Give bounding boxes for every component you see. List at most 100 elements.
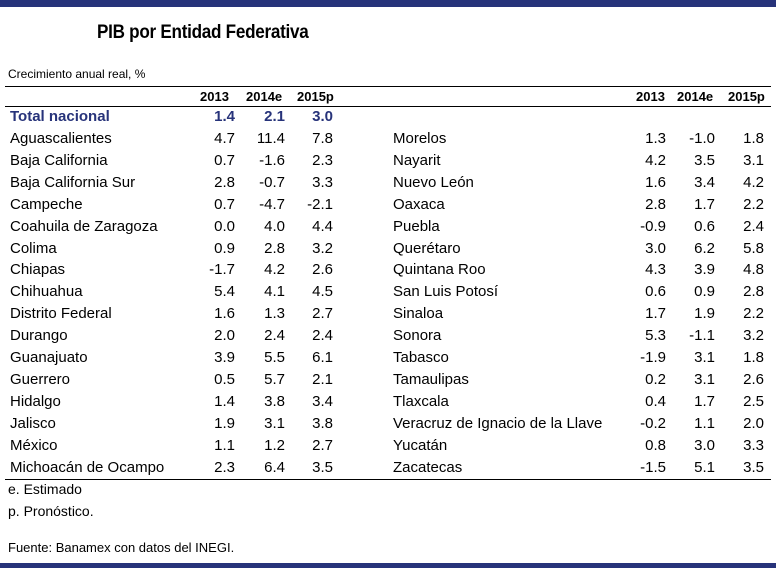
value-2013: 0.2 — [645, 370, 666, 388]
header-top-line — [5, 86, 771, 87]
value-2014e: -1.0 — [689, 130, 715, 147]
header-2013-right: 2013 — [636, 89, 665, 104]
value-2015p: 3.1 — [743, 151, 764, 169]
state-name: Baja California — [10, 151, 108, 169]
value-2014e: 3.0 — [694, 436, 715, 454]
value-2015p: 3.3 — [743, 436, 764, 454]
value-2015p: 2.4 — [312, 327, 333, 345]
value-2015p: 2.0 — [743, 414, 764, 432]
value-2014e: -4.7 — [259, 195, 285, 213]
table-subtitle: Crecimiento anual real, % — [8, 67, 146, 81]
state-name: Chiapas — [10, 261, 66, 279]
value-2013: 5.4 — [214, 283, 235, 301]
source-note: Fuente: Banamex con datos del INEGI. — [8, 540, 235, 555]
value-2015p: 2.4 — [743, 217, 764, 235]
table-row: Hidalgo 1.4 3.8 3.4 — [0, 391, 784, 413]
table-row: Colima 0.9 2.8 3.2 — [0, 238, 784, 260]
top-rule — [0, 0, 776, 7]
value-2013: 3.9 — [214, 349, 235, 366]
value-2015p: 3.3 — [312, 173, 333, 191]
value-2014e: 3.9 — [694, 261, 715, 279]
table-row: Distrito Federal 1.6 1.3 2.7 — [0, 303, 784, 325]
value-2014e: 1.2 — [264, 436, 285, 454]
value-2015p: 3.2 — [312, 239, 333, 257]
value-2014e: -0.7 — [259, 173, 285, 191]
total-2014e: 2.1 — [264, 108, 285, 125]
table-row: Sinaloa 1.7 1.9 2.2 — [0, 303, 784, 325]
state-name: Quintana Roo — [393, 261, 486, 279]
value-2014e: 2.8 — [264, 239, 285, 257]
value-2013: 1.4 — [214, 392, 235, 410]
value-2013: 3.0 — [645, 239, 666, 257]
state-name: Sonora — [393, 327, 442, 345]
value-2014e: -1.6 — [259, 151, 285, 169]
state-name: Puebla — [393, 217, 440, 235]
value-2014e: 3.1 — [264, 414, 285, 432]
value-2013: 0.5 — [214, 370, 235, 388]
value-2014e: 1.1 — [694, 414, 715, 432]
state-name: Sinaloa — [393, 305, 444, 323]
value-2015p: 2.8 — [743, 283, 764, 301]
value-2014e: 4.2 — [264, 261, 285, 279]
value-2015p: 3.5 — [312, 458, 333, 476]
value-2015p: 2.7 — [312, 305, 333, 323]
value-2013: 0.7 — [214, 195, 235, 213]
state-name: Tamaulipas — [393, 370, 469, 388]
value-2013: 1.1 — [214, 436, 235, 454]
value-2013: 4.7 — [214, 130, 235, 147]
table-row: Querétaro 3.0 6.2 5.8 — [0, 238, 784, 260]
state-name: San Luis Potosí — [393, 283, 499, 301]
table-row: Puebla -0.9 0.6 2.4 — [0, 216, 784, 238]
value-2013: 2.8 — [645, 195, 666, 213]
value-2014e: 3.8 — [264, 392, 285, 410]
table-row: Zacatecas -1.5 5.1 3.5 — [0, 457, 784, 479]
state-name: Tlaxcala — [393, 392, 449, 410]
table-row: San Luis Potosí 0.6 0.9 2.8 — [0, 281, 784, 303]
value-2014e: 11.4 — [256, 130, 285, 147]
value-2015p: 3.2 — [743, 327, 764, 345]
value-2013: 1.6 — [645, 173, 666, 191]
total-row: Total nacional 1.4 2.1 3.0 — [0, 106, 784, 128]
value-2014e: 2.4 — [264, 327, 285, 345]
value-2013: 4.2 — [645, 151, 666, 169]
state-name: Yucatán — [393, 436, 448, 454]
table-row: Tlaxcala 0.4 1.7 2.5 — [0, 391, 784, 413]
total-label: Total nacional — [10, 108, 110, 125]
value-2015p: 2.3 — [312, 151, 333, 169]
header-bottom-line — [5, 106, 771, 107]
value-2013: 1.6 — [214, 305, 235, 323]
table-row: Veracruz de Ignacio de la Llave -0.2 1.1 2.… — [0, 413, 784, 435]
value-2015p: 3.4 — [312, 392, 333, 410]
value-2013: 4.3 — [645, 261, 666, 279]
value-2013: -1.9 — [640, 349, 666, 366]
value-2014e: 5.5 — [264, 349, 285, 366]
note-estimado: e. Estimado — [8, 481, 82, 497]
value-2014e: 3.1 — [694, 370, 715, 388]
value-2015p: 7.8 — [312, 130, 333, 147]
state-name: Oaxaca — [393, 195, 445, 213]
value-2015p: 4.2 — [743, 173, 764, 191]
table-row: Nuevo León 1.6 3.4 4.2 — [0, 172, 784, 194]
state-name: Jalisco — [10, 414, 56, 432]
header-2015p-right: 2015p — [728, 89, 765, 104]
value-2015p: 4.5 — [312, 283, 333, 301]
state-name: México — [10, 436, 58, 454]
value-2015p: 6.1 — [312, 349, 333, 366]
value-2015p: 4.4 — [312, 217, 333, 235]
value-2015p: 4.8 — [743, 261, 764, 279]
value-2015p: 2.5 — [743, 392, 764, 410]
value-2014e: 4.0 — [264, 217, 285, 235]
table-row: Sonora 5.3 -1.1 3.2 — [0, 325, 784, 347]
state-name: Durango — [10, 327, 68, 345]
state-name: Guerrero — [10, 370, 71, 388]
bottom-rule — [0, 563, 776, 568]
header-2014e-right: 2014e — [677, 89, 714, 104]
table-row: Campeche 0.7 -4.7 -2.1 — [0, 194, 784, 216]
table-row: Baja California 0.7 -1.6 2.3 — [0, 150, 784, 172]
state-name: Nuevo León — [393, 173, 474, 191]
table-row: Tamaulipas 0.2 3.1 2.6 — [0, 369, 784, 391]
value-2015p: 2.6 — [312, 261, 333, 279]
value-2013: 2.3 — [214, 458, 235, 476]
state-name: Nayarit — [393, 151, 441, 169]
value-2013: 2.8 — [214, 173, 235, 191]
